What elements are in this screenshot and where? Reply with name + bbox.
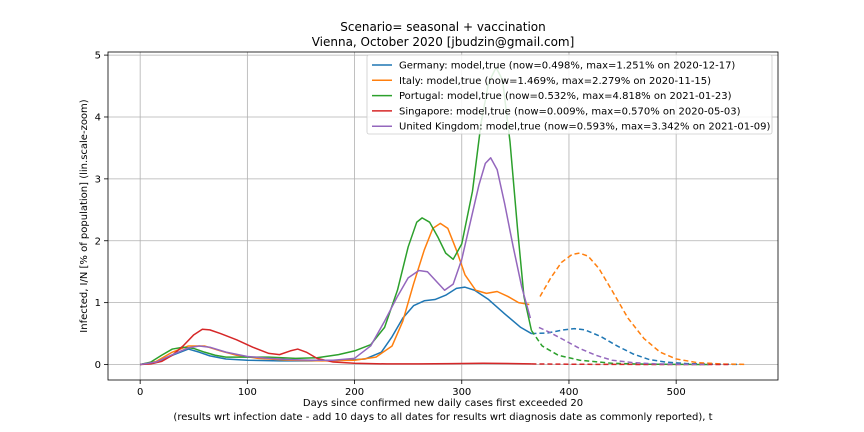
plot-frame	[107, 51, 779, 381]
legend-entry: Germany: model,true (now=0.498%, max=1.2…	[399, 61, 735, 72]
chart-subtitle: Vienna, October 2020 [jbudzin@gmail.com]	[312, 35, 575, 49]
legend-entry: United Kingdom: model,true (now=0.593%, …	[399, 122, 770, 133]
series-4-line	[140, 157, 532, 366]
series-2-projection-line	[530, 330, 709, 366]
y-tick-label: 3	[95, 174, 101, 185]
legend: Germany: model,true (now=0.498%, max=1.2…	[366, 54, 773, 135]
chart-title: Scenario= seasonal + vaccination	[340, 20, 546, 34]
series-0-line	[140, 286, 532, 366]
x-tick-label: 200	[345, 387, 364, 398]
series-lines	[139, 66, 746, 366]
ticks: 0 100 200 300 400 500 0 1 2 3 4 5	[95, 51, 686, 398]
y-axis-label: Infected, I/N [% of population] (lin.sca…	[79, 99, 90, 332]
legend-entry: Italy: model,true (now=1.469%, max=2.279…	[399, 76, 711, 87]
legend-entry: Singapore: model,true (now=0.009%, max=0…	[399, 106, 741, 117]
y-tick-label: 4	[95, 112, 101, 123]
x-tick-label: 400	[559, 387, 578, 398]
legend-box	[366, 54, 773, 135]
y-tick-label: 1	[95, 298, 101, 309]
series-4-projection-line	[538, 326, 709, 366]
y-tick-label: 2	[95, 236, 101, 247]
y-tick-label: 5	[95, 51, 101, 62]
x-axis-sublabel: (results wrt infection date - add 10 day…	[173, 412, 712, 423]
legend-entry: Portugal: model,true (now=0.532%, max=4.…	[399, 91, 732, 102]
x-tick-label: 100	[238, 387, 257, 398]
x-tick-label: 300	[452, 387, 471, 398]
x-tick-label: 0	[137, 387, 143, 398]
series-1-projection-line	[539, 252, 746, 366]
x-tick-label: 500	[667, 387, 686, 398]
y-tick-label: 0	[95, 360, 101, 371]
x-axis-label: Days since confirmed new daily cases fir…	[303, 398, 583, 409]
series-3-line	[140, 328, 532, 366]
